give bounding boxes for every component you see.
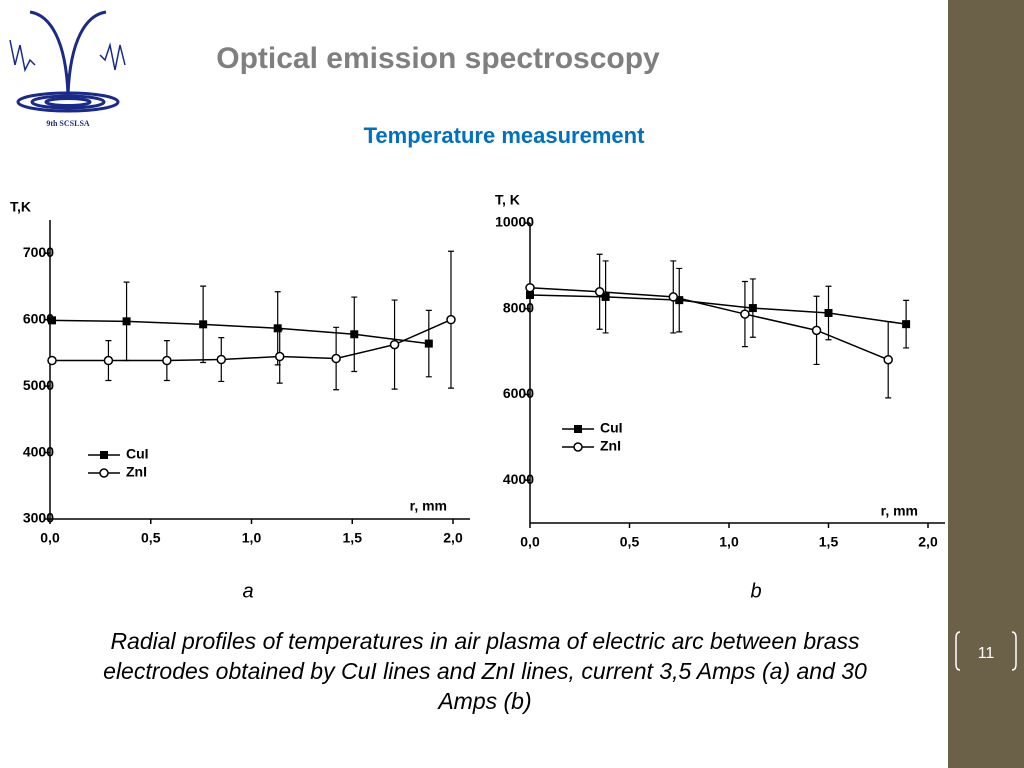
slide-number: 11: [978, 645, 995, 662]
caption: Radial profiles of temperatures in air p…: [103, 628, 867, 714]
legend-label: CuI: [600, 420, 623, 436]
data-point: [48, 316, 57, 325]
slide-subtitle: Temperature measurement: [364, 123, 645, 148]
data-point: [526, 291, 534, 299]
data-point: [331, 353, 341, 364]
legend-label: ZnI: [600, 438, 621, 454]
y-tick-label: 5000: [23, 377, 54, 393]
logo: [9, 10, 126, 113]
data-point: [273, 324, 282, 333]
x-axis-label: r, mm: [410, 498, 447, 514]
x-tick-label: 1,5: [819, 534, 839, 550]
y-tick-label: 8000: [503, 299, 534, 315]
data-point: [103, 355, 114, 366]
panel-label: b: [750, 580, 761, 602]
y-tick-label: 4000: [23, 443, 54, 459]
x-tick-label: 1,0: [719, 534, 739, 550]
data-point: [824, 309, 833, 317]
x-tick-label: 0,0: [520, 534, 540, 550]
y-axis-label: T,K: [10, 199, 31, 215]
slide-background: [0, 0, 948, 768]
legend-marker: [573, 442, 583, 452]
x-tick-label: 2,0: [918, 534, 938, 550]
data-point: [350, 330, 359, 339]
series-line: [529, 294, 907, 325]
y-tick-label: 4000: [503, 471, 534, 487]
data-point: [446, 314, 456, 325]
data-point: [594, 287, 605, 297]
x-tick-label: 1,5: [343, 530, 363, 546]
data-point: [199, 320, 208, 329]
logo-text: 9th SCSLSA: [46, 119, 90, 128]
x-tick-label: 0,0: [40, 530, 60, 546]
data-point: [811, 325, 822, 336]
data-point: [668, 292, 679, 302]
legend-marker: [574, 425, 582, 433]
y-tick-label: 6000: [503, 385, 534, 401]
data-point: [274, 351, 285, 362]
data-point: [389, 339, 400, 350]
data-point: [675, 296, 684, 305]
x-tick-label: 0,5: [141, 530, 161, 546]
y-tick-label: 7000: [23, 244, 54, 260]
legend-marker: [99, 468, 109, 478]
data-point: [122, 317, 131, 326]
series-line: [529, 286, 889, 361]
data-point: [525, 282, 535, 293]
data-point: [902, 320, 911, 329]
legend-marker: [100, 451, 108, 459]
data-point: [424, 339, 433, 348]
series-line: [52, 319, 429, 345]
x-tick-label: 1,0: [242, 530, 262, 546]
data-point: [883, 354, 893, 365]
data-point: [601, 292, 610, 301]
data-point: [216, 354, 227, 365]
y-tick-label: 10000: [495, 214, 534, 230]
panel-label: a: [242, 580, 253, 602]
legend-label: CuI: [126, 446, 149, 462]
legend-label: ZnI: [126, 464, 147, 480]
y-tick-label: 3000: [23, 510, 54, 526]
data-point: [740, 309, 750, 319]
y-axis-label: T, K: [495, 192, 520, 208]
series-line: [52, 318, 452, 362]
slide-title: Optical emission spectroscopy: [216, 42, 660, 75]
x-axis-label: r, mm: [881, 503, 918, 519]
x-tick-label: 2,0: [443, 530, 463, 546]
data-point: [47, 355, 57, 366]
sidebar: [948, 0, 1024, 768]
x-tick-label: 0,5: [620, 534, 640, 550]
slide-number-frame: [955, 631, 1017, 671]
data-point: [162, 355, 172, 366]
charts: 3000 4000 5000 6000 7000 0,0 0,5 1,0 1,5 2,0 T,K r,…: [10, 192, 945, 602]
y-tick-label: 6000: [23, 310, 54, 326]
data-point: [748, 304, 757, 313]
